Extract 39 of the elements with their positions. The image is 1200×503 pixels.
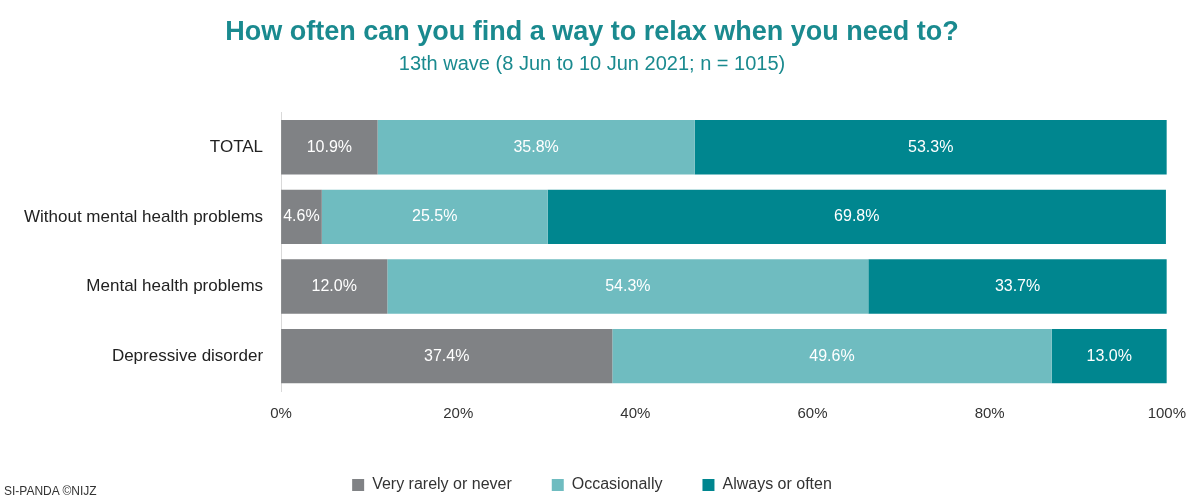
x-tick-label: 20% xyxy=(443,404,474,422)
x-tick-label: 60% xyxy=(797,404,828,422)
bar xyxy=(387,259,869,314)
data-label: 35.8% xyxy=(513,137,559,155)
data-label: 69.8% xyxy=(834,207,880,225)
legend-label: Very rarely or never xyxy=(372,475,513,493)
chart-title: How often can you find a way to relax when you need to? xyxy=(225,15,959,46)
bar xyxy=(694,120,1167,175)
x-tick-label: 0% xyxy=(270,404,292,422)
bar xyxy=(281,120,378,175)
data-label: 49.6% xyxy=(809,346,855,364)
data-label: 54.3% xyxy=(605,276,651,294)
bar xyxy=(377,120,695,175)
y-tick-label: Mental health problems xyxy=(86,276,264,296)
data-label: 12.0% xyxy=(311,276,357,294)
data-label: 33.7% xyxy=(994,276,1041,294)
y-tick-label: Depressive disorder xyxy=(111,345,264,365)
data-label: 37.4% xyxy=(424,346,470,364)
bar xyxy=(321,189,548,245)
legend-label: Always or often xyxy=(722,475,832,493)
text: SI-PANDA ©NIJZ xyxy=(4,484,97,498)
x-tick-label: 40% xyxy=(620,404,651,422)
y-tick-label: TOTAL xyxy=(209,136,264,156)
x-tick-label: 80% xyxy=(974,404,1005,422)
data-label: 53.3% xyxy=(908,137,954,155)
legend-label: Occasionally xyxy=(571,475,663,493)
data-label: 13.0% xyxy=(1086,346,1132,364)
bar xyxy=(1051,329,1167,384)
bar xyxy=(868,259,1167,314)
data-label: 10.9% xyxy=(306,137,353,155)
y-tick-label: Without mental health problems xyxy=(24,206,264,226)
bar xyxy=(281,329,613,384)
data-label: 25.5% xyxy=(412,207,458,225)
chart-subtitle: 13th wave (8 Jun to 10 Jun 2021; n = 1015) xyxy=(398,51,786,74)
bar xyxy=(547,189,1166,245)
bar xyxy=(612,329,1052,384)
bar xyxy=(281,259,388,314)
data-label: 4.6% xyxy=(283,207,320,225)
x-tick-label: 100% xyxy=(1147,404,1187,422)
